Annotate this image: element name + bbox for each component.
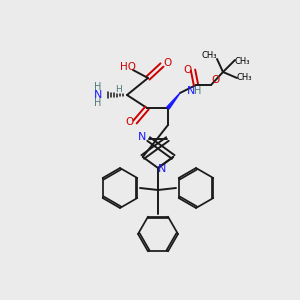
Text: O: O	[211, 75, 219, 85]
Text: N: N	[94, 90, 102, 100]
Text: CH₃: CH₃	[201, 50, 217, 59]
Polygon shape	[167, 93, 180, 109]
Text: H: H	[94, 98, 102, 108]
Text: H: H	[116, 85, 122, 94]
Text: HO: HO	[120, 62, 136, 72]
Text: H: H	[94, 82, 102, 92]
Text: N: N	[137, 132, 146, 142]
Text: O: O	[163, 58, 171, 68]
Text: O: O	[183, 65, 191, 75]
Text: CH₃: CH₃	[234, 56, 250, 65]
Text: O: O	[126, 117, 134, 127]
Text: H: H	[194, 86, 201, 96]
Text: N: N	[187, 86, 195, 96]
Text: CH₃: CH₃	[236, 74, 252, 82]
Text: N: N	[158, 164, 166, 174]
